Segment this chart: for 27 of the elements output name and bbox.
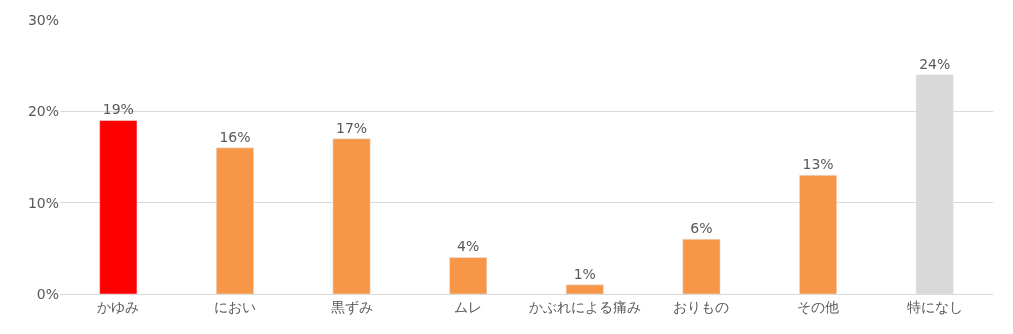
- x-tick-label: 黒ずみ: [330, 298, 373, 315]
- y-tick-label: 30%: [27, 11, 59, 28]
- x-tick-label: ムレ: [454, 298, 483, 315]
- data-label: 17%: [336, 119, 368, 136]
- data-label: 1%: [573, 265, 596, 282]
- x-tick-label: かぶれによる痛み: [528, 298, 641, 315]
- bar: [565, 284, 604, 294]
- data-label: 19%: [102, 101, 134, 118]
- x-tick-label: おりもの: [673, 298, 730, 315]
- y-tick-label: 0%: [36, 285, 59, 302]
- x-tick-label: 特になし: [906, 298, 963, 315]
- data-label: 4%: [457, 238, 480, 255]
- x-tick-label: におい: [213, 298, 256, 315]
- data-label: 6%: [690, 220, 713, 237]
- data-label: 24%: [919, 55, 951, 72]
- x-tick-label: その他: [797, 298, 840, 315]
- data-label: 16%: [219, 128, 251, 145]
- x-tick-label: かゆみ: [97, 298, 140, 315]
- y-tick-label: 20%: [27, 103, 59, 120]
- bar: [682, 238, 721, 294]
- y-tick-label: 10%: [27, 194, 59, 211]
- bar: [449, 257, 488, 294]
- data-label: 13%: [802, 156, 834, 173]
- bar: [799, 175, 837, 294]
- bar: [99, 120, 138, 294]
- bar: [332, 138, 371, 294]
- bar: [216, 147, 254, 294]
